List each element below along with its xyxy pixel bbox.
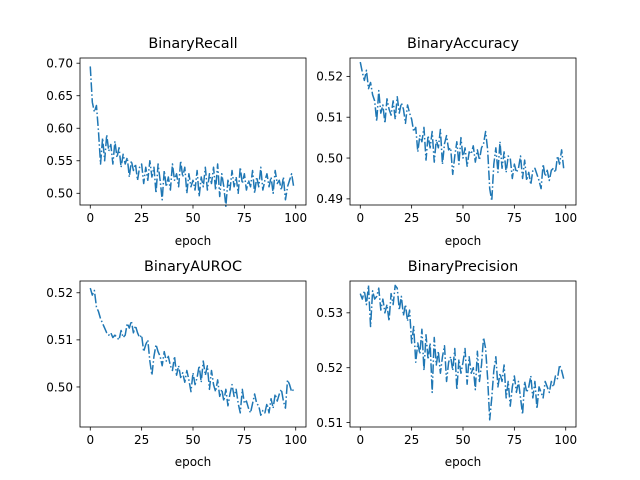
y-tick-label: 0.51 xyxy=(316,416,343,430)
y-tick-label: 0.55 xyxy=(46,154,73,168)
y-tick-label: 0.50 xyxy=(46,187,73,201)
subplot-binary-auroc: BinaryAUROC epoch 0 25 50 75 100 0.50 0.51 0.52 xyxy=(46,259,307,469)
subplot-binary-precision: BinaryPrecision epoch 0 25 50 75 100 0.51 0.52… xyxy=(316,259,577,469)
series-line xyxy=(89,66,295,208)
x-tick-label: 25 xyxy=(134,433,149,447)
x-tick-label: 50 xyxy=(455,211,470,225)
x-tick-label: 0 xyxy=(356,433,364,447)
y-tick-label: 0.49 xyxy=(316,192,343,206)
y-tick-label: 0.50 xyxy=(46,380,73,394)
subplot-title: BinaryPrecision xyxy=(408,259,518,275)
y-tick-label: 0.52 xyxy=(46,286,73,300)
x-tick-label: 75 xyxy=(507,433,522,447)
x-tick-label: 75 xyxy=(507,211,522,225)
series-line xyxy=(89,287,295,416)
x-axis-label: epoch xyxy=(175,234,212,248)
x-tick-label: 0 xyxy=(86,433,94,447)
series-line xyxy=(359,61,565,202)
x-tick-label: 100 xyxy=(284,211,307,225)
x-tick-label: 50 xyxy=(185,211,200,225)
x-tick-label: 25 xyxy=(404,211,419,225)
y-tick-label: 0.60 xyxy=(46,122,73,136)
y-tick-label: 0.51 xyxy=(46,333,73,347)
subplot-title: BinaryRecall xyxy=(148,36,237,52)
x-axis-label: epoch xyxy=(175,455,212,469)
subplot-binary-recall: BinaryRecall epoch 0 25 50 75 100 0.50 0.55 0.6… xyxy=(46,36,307,248)
x-tick-label: 50 xyxy=(455,433,470,447)
y-tick-label: 0.65 xyxy=(46,89,73,103)
x-tick-label: 100 xyxy=(554,211,577,225)
subplot-binary-accuracy: BinaryAccuracy epoch 0 25 50 75 100 0.49 0.50 0… xyxy=(316,36,577,248)
y-tick-label: 0.53 xyxy=(316,306,343,320)
x-tick-label: 75 xyxy=(237,433,252,447)
x-tick-label: 25 xyxy=(134,211,149,225)
y-tick-label: 0.52 xyxy=(316,361,343,375)
subplot-title: BinaryAUROC xyxy=(144,259,242,275)
subplot-title: BinaryAccuracy xyxy=(407,36,519,52)
x-tick-label: 100 xyxy=(284,433,307,447)
x-tick-label: 100 xyxy=(554,433,577,447)
y-tick-label: 0.50 xyxy=(316,151,343,165)
x-axis-label: epoch xyxy=(445,234,482,248)
x-axis-label: epoch xyxy=(445,455,482,469)
y-tick-label: 0.70 xyxy=(46,57,73,71)
series-line xyxy=(359,284,565,421)
x-tick-label: 50 xyxy=(185,433,200,447)
x-tick-label: 75 xyxy=(237,211,252,225)
x-tick-label: 0 xyxy=(86,211,94,225)
y-tick-label: 0.51 xyxy=(316,111,343,125)
x-tick-label: 25 xyxy=(404,433,419,447)
x-tick-label: 0 xyxy=(356,211,364,225)
y-tick-label: 0.52 xyxy=(316,70,343,84)
